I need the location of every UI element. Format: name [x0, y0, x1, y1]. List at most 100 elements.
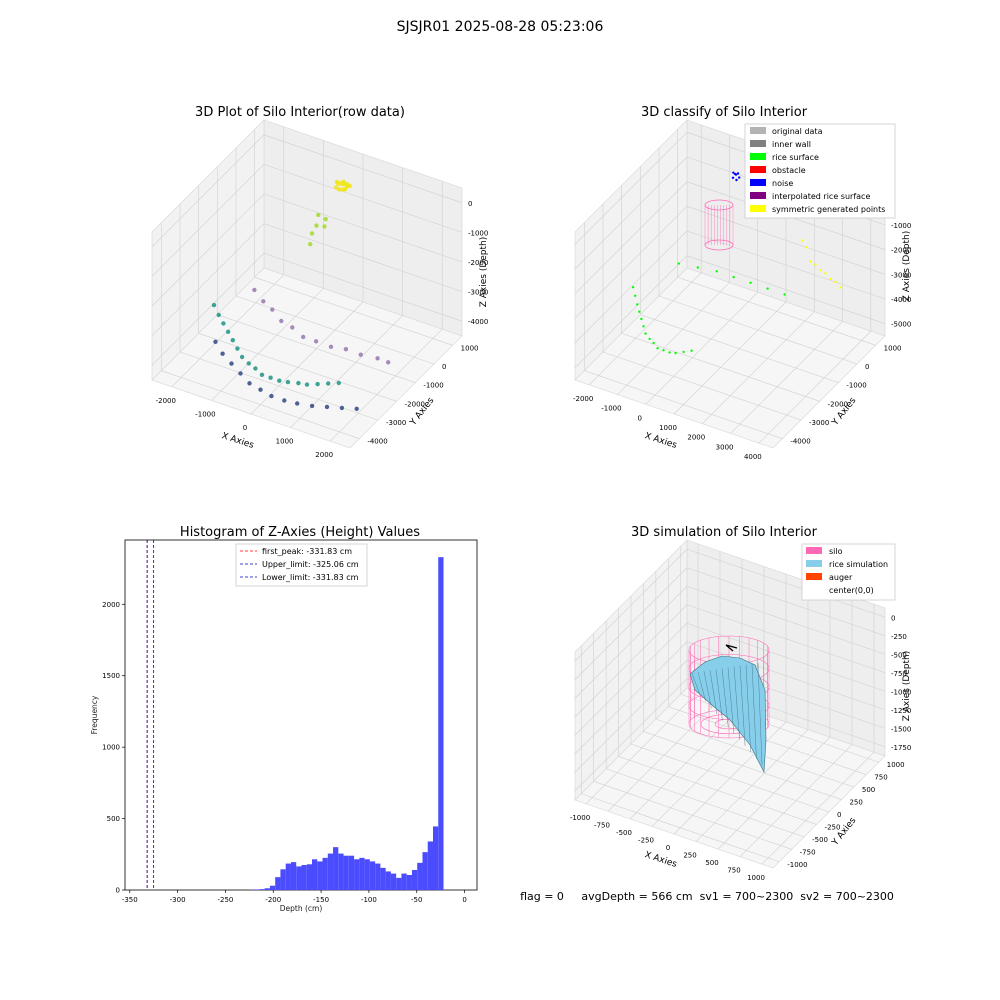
- panel1-ytick-label: 0: [442, 363, 446, 371]
- legend-label: original data: [772, 127, 823, 136]
- panel1-gridline-y: [217, 314, 416, 383]
- histogram-bar: [369, 861, 376, 890]
- histogram-bar: [390, 873, 397, 890]
- legend-swatch: [806, 573, 822, 580]
- panel1-gridline-z: [151, 252, 265, 366]
- scatter-point: [259, 372, 265, 377]
- scatter-point: [247, 381, 252, 386]
- scatter-point-rice-surface: [690, 349, 693, 352]
- footer-stats: flag = 0 avgDepth = 566 cm sv1 = 700~230…: [520, 890, 894, 903]
- panel2-ztick-label: -1000: [891, 222, 911, 230]
- legend-swatch: [750, 192, 766, 199]
- scatter-point: [221, 321, 226, 326]
- panel1-ztick-label: -1000: [468, 229, 488, 237]
- panel1-gridline-x: [290, 315, 403, 428]
- scatter-point-symmetric-generated-points: [824, 272, 827, 275]
- panel2-gridline-z: [574, 132, 688, 245]
- panel4-ytick-label: 750: [874, 774, 887, 782]
- scatter-point-rice-surface: [682, 350, 685, 354]
- scatter-point: [309, 231, 315, 236]
- panel4-ytick-label: -250: [825, 823, 841, 831]
- scatter-point-rice-surface: [783, 293, 786, 296]
- panel1-gridline-z: [151, 134, 265, 248]
- histogram-bar: [396, 877, 402, 890]
- panel2-xlabel: X Axies: [643, 431, 678, 451]
- scatter-point: [323, 216, 328, 222]
- legend-label: Lower_limit: -331.83 cm: [262, 573, 359, 582]
- panel3-legend: first_peak: -331.83 cm Upper_limit: -325.…: [235, 543, 368, 587]
- histogram-bar: [254, 889, 260, 890]
- panel1-gridline-z: [263, 252, 463, 322]
- legend-label: silo: [829, 547, 843, 556]
- histogram-bar: [296, 866, 302, 890]
- panel3-axes-frame: [124, 539, 478, 891]
- legend-swatch: [750, 127, 766, 134]
- panel2-ztick-label: -5000: [891, 321, 911, 329]
- panel2-gridline-x: [758, 330, 872, 444]
- panel4-gridline-z: [574, 586, 688, 699]
- histogram-bar: [422, 852, 428, 890]
- panel1-xtick-label: -1000: [195, 410, 215, 418]
- x-tick-label: -250: [217, 896, 233, 904]
- panel4-gridline-z: [686, 567, 886, 637]
- panel4-xtick-label: 500: [705, 859, 718, 867]
- panel2-ytick-label: 1000: [884, 344, 902, 352]
- rice-mesh-line: [691, 672, 701, 696]
- panel4-gridline-y: [593, 781, 792, 850]
- panel1-3d-box: [151, 119, 463, 449]
- rice-mesh-line: [709, 670, 718, 715]
- scatter-point-symmetric-generated-points: [801, 239, 804, 242]
- scatter-point: [313, 339, 319, 344]
- scatter-point-noise: [738, 176, 741, 179]
- rice-mesh-line: [715, 669, 723, 721]
- scatter-point: [246, 361, 251, 366]
- scatter-point-symmetric-generated-points: [814, 263, 817, 266]
- scatter-point: [337, 187, 342, 192]
- scatter-point: [326, 381, 331, 386]
- scatter-point-rice-surface: [677, 262, 680, 265]
- histogram-bar: [348, 855, 355, 890]
- scatter-point: [279, 318, 284, 324]
- histogram-bar: [317, 861, 323, 890]
- panel2-gridline-x: [673, 301, 787, 415]
- legend-swatch: [750, 140, 766, 147]
- histogram-bar: [343, 855, 349, 890]
- y-tick-label: 1500: [102, 672, 120, 680]
- histogram-bar: [333, 847, 339, 890]
- scatter-point-rice-surface: [668, 351, 671, 354]
- histogram-bar: [280, 869, 286, 890]
- panel4-gridline-z: [686, 641, 886, 711]
- panel4-xtick-label: 0: [666, 844, 670, 852]
- legend-swatch: [750, 179, 766, 186]
- panel1-ytick-label: -4000: [367, 438, 387, 446]
- scatter-point-rice-surface: [640, 317, 643, 321]
- panel4-gridline-z: [574, 604, 688, 717]
- y-tick-label: 1000: [102, 744, 120, 752]
- scatter-point-rice-surface: [766, 287, 769, 290]
- panel2-gridline-y: [602, 351, 802, 421]
- panel1-gridline-y: [198, 333, 397, 402]
- rice-mesh-line: [757, 662, 763, 766]
- panel1-xlabel: X Axies: [220, 431, 255, 451]
- scatter-point: [308, 242, 313, 247]
- panel2-legend-frame: [744, 123, 896, 219]
- scatter-point: [338, 181, 343, 186]
- panel4-gridline-z: [686, 604, 886, 674]
- panel4-ytick-label: 500: [862, 786, 875, 794]
- auger-marker: [725, 644, 738, 652]
- panel1-gridline-y: [235, 295, 435, 365]
- panel1-ztick-label: -2000: [468, 259, 488, 267]
- panel4-ztick-label: -1750: [891, 744, 911, 752]
- panel1-ytick-label: 1000: [461, 344, 479, 352]
- histogram-bar: [338, 853, 344, 890]
- scatter-point: [336, 380, 341, 386]
- scatter-point: [345, 182, 350, 187]
- panel4-gridline-z: [574, 641, 688, 754]
- panel2-gridline-z: [574, 206, 688, 319]
- scatter-point: [269, 393, 274, 399]
- panel2-gridline-z: [574, 230, 688, 344]
- panel2-title: 3D classify of Silo Interior: [641, 105, 808, 120]
- panel2-ztick-label: -3000: [891, 271, 911, 279]
- panel2-ytick-label: -2000: [828, 400, 848, 408]
- panel1-zlabel: Z Axies (Depth): [479, 237, 489, 308]
